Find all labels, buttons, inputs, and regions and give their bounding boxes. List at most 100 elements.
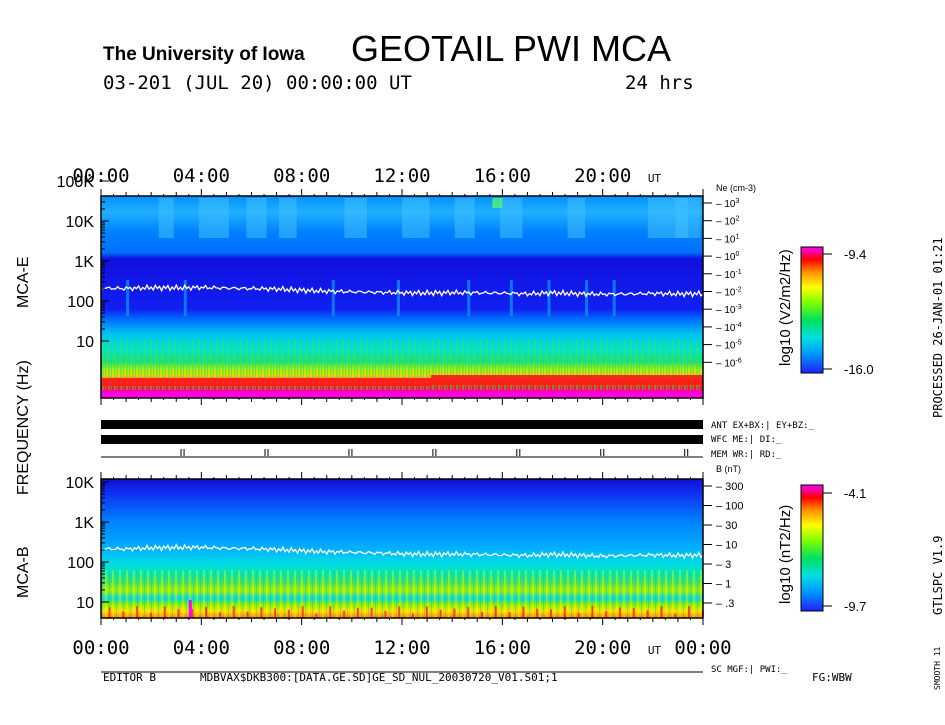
bottom-x-unit-label: UT [648,644,662,657]
mca-e-label: MCA-E [15,256,32,308]
mca-e-right-ticks: – 103 – 102 – 101 – 100 – 10-1 – 10-2 – 10-3 – … [703,198,742,369]
mca-e-colorbar-min: -16.0 [844,362,874,377]
right-tick-label: – 100 [716,251,739,263]
bottom-x-tick-label: 12:00 [373,637,430,659]
date-line: 03-201 (JUL 20) 00:00:00 UT [103,72,412,94]
mca-b-x-ticks [100,472,704,625]
mca-b-spike [329,606,332,618]
mca-b-spike [177,609,180,618]
mca-b-spike [370,607,373,618]
mca-b-spike [384,610,387,618]
mca-b-spike [687,606,690,618]
processed-label: PROCESSED 26-JAN-01 01:21 [931,237,945,418]
mca-b-spike [246,611,249,618]
right-tick-label: – 10 [716,540,737,552]
mca-b-spike [301,606,304,618]
top-x-tick-label: 12:00 [373,165,430,187]
mca-e-colorbar-max: -9.4 [844,247,866,262]
mca-b-spike [453,608,456,618]
duration-label: 24 hrs [625,72,694,94]
ant-status-bar [101,420,703,429]
top-x-tick-label: 20:00 [574,165,631,187]
mca-b-spike [481,611,484,618]
right-tick-label: – 10-3 [716,304,742,316]
mca-e-patch [675,198,701,238]
mca-e-panel: 100K 10K 1K 100 10 – 103 – 102 – 101 – 100 – 10-… [57,174,742,405]
mca-e-patches [126,198,701,316]
mca-e-patch [198,198,229,238]
wfc-status-label: WFC ME:| DI:_ [711,435,782,445]
wfc-status-bar [101,435,703,444]
right-tick-label: – 100 [716,501,744,513]
mca-b-colorbar-max: -4.1 [844,486,866,501]
mca-b-spike [522,606,525,618]
mca-e-patch [344,198,367,238]
right-tick-label: – 103 [716,198,739,210]
mca-b-spike [274,608,277,618]
top-x-tick-label: 04:00 [173,165,230,187]
mca-b-spike [439,609,442,618]
right-tick-label: – 102 [716,216,739,228]
bottom-x-axis-labels: 00:00 04:00 08:00 12:00 16:00 20:00 00:00 UT [72,637,731,659]
mca-e-colorbar-label: log10 (V2/m2/Hz) [777,249,794,366]
mca-b-spike [536,608,539,618]
right-tick-label: – 10-4 [716,322,742,334]
mca-b-spike [108,607,111,618]
mca-e-burst [612,280,616,316]
mca-e-patch [402,198,430,238]
y-tick-label: 10 [76,334,94,351]
top-x-axis-labels: 00:00 04:00 08:00 12:00 16:00 20:00 UT [72,165,661,187]
y-tick-label: 10K [66,214,95,231]
mca-b-spike [232,606,235,618]
mca-b-spike [618,607,621,618]
bottom-x-tick-label: 20:00 [574,637,631,659]
mca-b-spike [315,613,318,618]
top-x-unit-label: UT [648,172,662,185]
mca-b-spike [591,606,594,618]
y-tick-label: 1K [74,515,94,532]
top-x-tick-label: 16:00 [474,165,531,187]
file-path: MDBVAX$DKB300:[DATA.GE.SD]GE_SD_NUL_2003… [200,671,558,684]
institution-title: The University of Iowa [103,44,305,65]
mca-b-trace [100,543,704,560]
right-tick-label: – 10-6 [716,357,742,369]
y-tick-label: 10K [66,475,95,492]
right-tick-label: – 300 [716,481,744,493]
bottom-x-tick-label: 00:00 [674,637,731,659]
mca-b-spike [467,607,470,618]
mca-b-spikes [108,600,704,618]
mca-e-trace [100,283,704,299]
bottom-x-tick-label: 00:00 [72,637,129,659]
mca-e-burst [547,280,551,316]
mca-e-patch [454,198,475,238]
mca-b-spike [674,613,677,618]
right-tick-label: – .3 [716,598,734,610]
right-tick-label: – 10-5 [716,340,742,352]
mca-e-burst [126,280,130,316]
mca-b-spike [425,606,428,618]
mca-b-spike [287,609,290,618]
mca-b-spike [163,606,166,618]
mca-b-spike [122,611,125,618]
y-tick-label: 100 [67,294,94,311]
mca-e-burst [509,280,513,316]
version-label: GTLSPC V1.9 [931,536,945,615]
mca-e-patch [499,198,523,238]
mca-b-spike [398,606,401,618]
mca-b-spike [508,612,511,618]
sc-status-label: SC MGF:| PWI:_ [711,665,787,675]
mca-e-colorbar [800,246,824,374]
mca-b-spike [205,606,208,618]
mca-b-label: MCA-B [15,546,32,598]
ne-axis-label: Ne (cm-3) [716,183,756,193]
mca-b-spike [149,612,152,618]
mca-b-spike [136,606,139,618]
mca-b-spike [660,606,663,618]
mca-b-spike [188,600,192,618]
mca-e-red-band [101,378,431,386]
mem-status-ticks [180,449,689,456]
mca-b-spike [563,606,566,618]
bottom-x-tick-label: 16:00 [474,637,531,659]
right-tick-label: – 3 [716,559,731,571]
